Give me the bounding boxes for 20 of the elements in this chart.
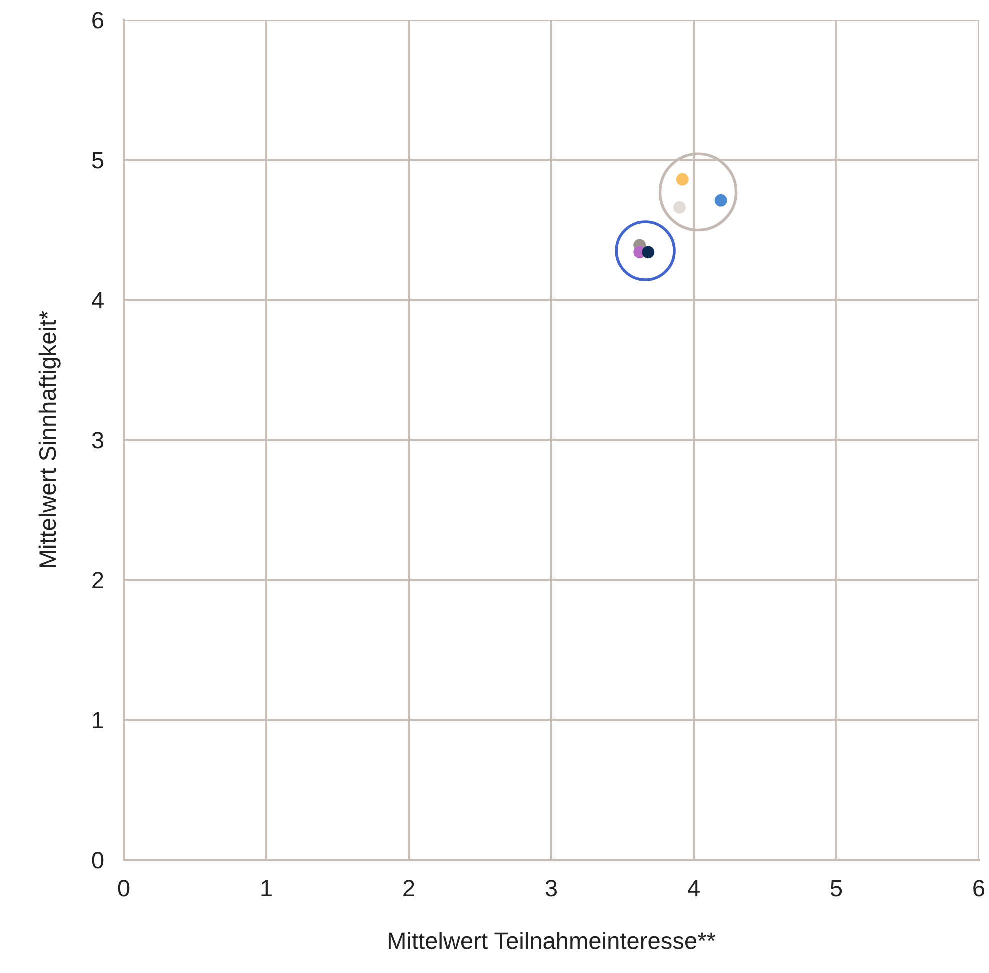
y-tick-label: 1 bbox=[93, 712, 104, 729]
y-tick-label: 5 bbox=[92, 152, 104, 169]
y-tick-label: 6 bbox=[92, 12, 104, 29]
x-tick-label: 4 bbox=[688, 880, 700, 897]
point bbox=[674, 201, 686, 214]
point bbox=[642, 246, 655, 259]
x-tick-label: 2 bbox=[404, 880, 414, 897]
x-axis-title: Mittelwert Teilnahmeinteresse** bbox=[388, 932, 716, 950]
x-tick-label: 5 bbox=[830, 880, 842, 897]
point bbox=[676, 173, 689, 186]
y-tick-label: 4 bbox=[92, 292, 104, 309]
x-tick-label: 0 bbox=[118, 880, 130, 897]
y-tick-label: 3 bbox=[92, 432, 104, 449]
x-tick-label: 1 bbox=[262, 880, 272, 897]
x-tick-label: 6 bbox=[974, 880, 985, 897]
y-axis-title: Mittelwert Sinnhaftigkeit* bbox=[38, 311, 61, 568]
y-tick-label: 0 bbox=[92, 852, 104, 869]
y-tick-label: 2 bbox=[92, 572, 104, 589]
x-tick-label: 3 bbox=[546, 880, 558, 897]
point bbox=[714, 194, 728, 207]
